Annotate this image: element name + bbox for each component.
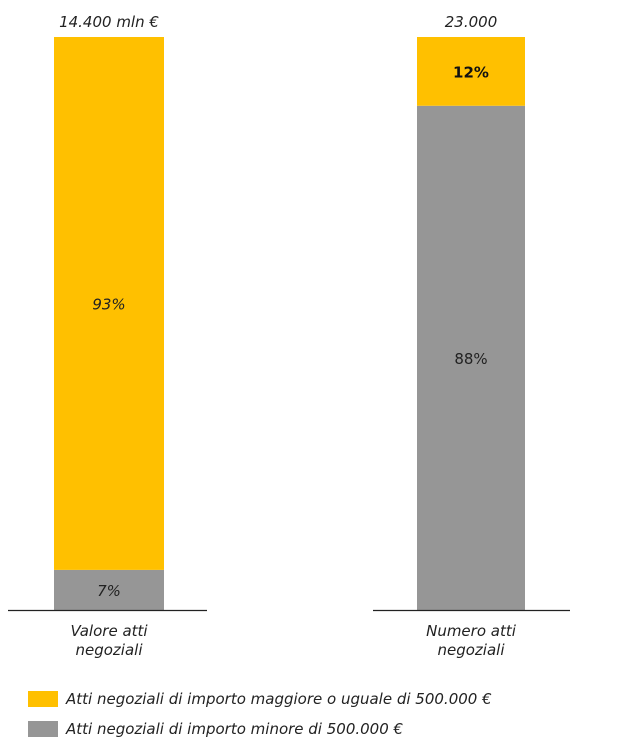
legend-label-large-acts: Atti negoziali di importo maggiore o ugu… <box>66 690 492 708</box>
legend-item-large-acts: Atti negoziali di importo maggiore o ugu… <box>28 690 492 708</box>
data-label-1-2: 93% <box>92 295 125 313</box>
category-label-1-line-1: Valore atti <box>70 622 148 640</box>
data-label-2-1: 88% <box>454 350 487 368</box>
legend-swatch-small-acts <box>28 721 58 737</box>
data-label-1-1: 7% <box>97 582 121 600</box>
total-label-1: 14.400 mln € <box>59 13 159 31</box>
category-label-2-line-2: negoziali <box>437 641 505 659</box>
stacked-bar-chart: 7%93%14.400 mln €Valore attinegoziali88%… <box>8 13 570 659</box>
total-label-2: 23.000 <box>445 13 498 31</box>
legend-item-small-acts: Atti negoziali di importo minore di 500.… <box>28 720 403 738</box>
bar-segment-1-1 <box>54 569 164 610</box>
category-label-1-line-2: negoziali <box>75 641 143 659</box>
bar-segment-2-1 <box>417 105 525 610</box>
bar-segment-2-2 <box>417 37 525 106</box>
category-label-2-line-1: Numero atti <box>426 622 517 640</box>
legend-label-small-acts: Atti negoziali di importo minore di 500.… <box>66 720 404 738</box>
bar-segment-1-2 <box>54 37 164 570</box>
legend-swatch-large-acts <box>28 691 58 707</box>
data-label-2-2: 12% <box>453 63 489 81</box>
